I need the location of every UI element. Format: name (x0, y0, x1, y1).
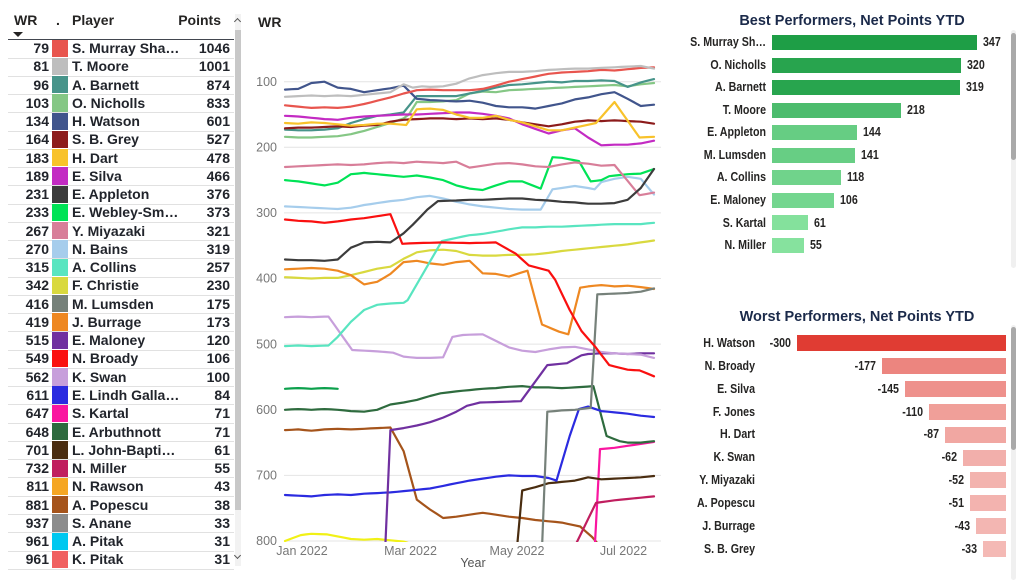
svg-text:Year: Year (460, 556, 485, 570)
svg-text:200: 200 (256, 141, 277, 155)
svg-text:500: 500 (256, 337, 277, 351)
svg-text:May 2022: May 2022 (490, 544, 545, 558)
svg-text:Mar 2022: Mar 2022 (384, 544, 437, 558)
svg-text:100: 100 (256, 75, 277, 89)
svg-text:400: 400 (256, 272, 277, 286)
svg-text:Jan 2022: Jan 2022 (276, 544, 327, 558)
svg-text:WR: WR (258, 14, 282, 30)
svg-text:300: 300 (256, 206, 277, 220)
svg-text:600: 600 (256, 403, 277, 417)
svg-text:800: 800 (256, 534, 277, 548)
svg-text:Jul 2022: Jul 2022 (600, 544, 647, 558)
svg-text:700: 700 (256, 469, 277, 483)
